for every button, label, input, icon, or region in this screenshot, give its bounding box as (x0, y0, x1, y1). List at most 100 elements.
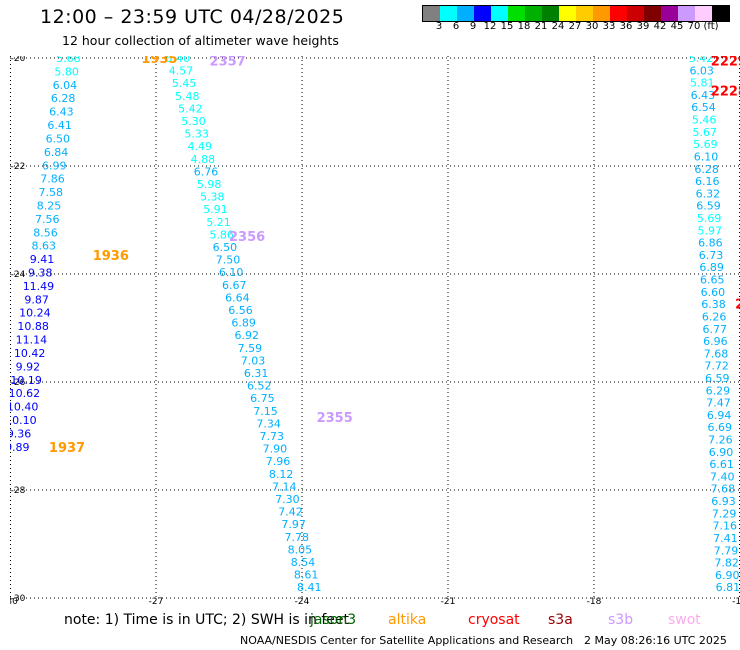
wave-height-value: 8.25 (37, 199, 62, 212)
wave-height-value: 5.91 (203, 203, 228, 216)
satellite-altika: altika (388, 612, 427, 628)
legend-swatch (508, 6, 525, 21)
wave-height-value: 6.28 (694, 163, 719, 176)
wave-height-value: 5.33 (184, 128, 209, 141)
pass-time-label: 22 (735, 298, 740, 313)
legend-swatch (491, 6, 508, 21)
wave-height-value: 6.60 (701, 286, 726, 299)
footnote: note: 1) Time is in UTC; 2) SWH is in fe… (64, 612, 350, 628)
wave-height-value: 5.45 (172, 77, 197, 90)
wave-height-value: 8.05 (288, 543, 313, 556)
wave-height-value: 6.86 (698, 237, 723, 250)
wave-height-value: 6.50 (46, 132, 71, 145)
wave-height-value: 6.38 (701, 298, 726, 311)
legend-label: 30 (585, 21, 599, 32)
wave-height-value: 10.88 (17, 320, 49, 333)
wave-height-value: 6.89 (231, 317, 256, 330)
pass-time-label: 2356 (229, 230, 265, 245)
pass-time-label: 2229 (711, 56, 740, 70)
legend-label: 39 (636, 21, 650, 32)
wave-height-value: 6.54 (691, 101, 716, 114)
wave-height-value: 6.69 (707, 421, 732, 434)
credit-line: NOAA/NESDIS Center for Satellite Applica… (240, 634, 574, 647)
wave-height-value: 7.96 (266, 455, 291, 468)
wave-height-value: 6.89 (699, 261, 724, 274)
altimeter-tracks: 5.685.806.046.286.436.416.506.846.997.86… (10, 56, 740, 594)
wave-height-value: 10.24 (19, 307, 51, 320)
wave-height-value: 5.30 (181, 115, 206, 128)
wave-height-map: -30-27-24-21-18-15-20-22-24-26-28-30 5.6… (10, 56, 740, 604)
wave-height-value: 5.48 (175, 90, 200, 103)
legend-label: 45 (670, 21, 684, 32)
wave-height-value: 5.81 (690, 77, 715, 90)
wave-height-value: 7.72 (704, 360, 729, 373)
wave-height-value: 4.88 (191, 153, 216, 166)
wave-height-value: 8.56 (33, 226, 58, 239)
wave-height-value: 6.28 (51, 92, 76, 105)
legend-label: (ft) (703, 21, 719, 32)
wave-height-value: 10.42 (14, 347, 46, 360)
wave-height-value: 7.56 (35, 213, 60, 226)
wave-height-value: 7.78 (285, 531, 310, 544)
legend-swatch (423, 6, 440, 21)
wave-height-value: 7.79 (714, 544, 739, 557)
wave-height-value: 5.69 (697, 212, 722, 225)
wave-height-value: 7.40 (710, 470, 735, 483)
wave-height-value: 6.16 (695, 175, 720, 188)
generated-timestamp: 2 May 08:26:16 UTC 2025 (584, 634, 727, 647)
y-tick-label: -24 (11, 270, 26, 280)
wave-height-value: 9.38 (28, 267, 53, 280)
wave-height-value: 7.73 (260, 430, 285, 443)
wave-height-value: 6.64 (225, 291, 250, 304)
wave-height-value: 6.43 (49, 106, 74, 119)
y-tick-label: -28 (11, 486, 26, 496)
wave-height-value: 5.97 (698, 224, 723, 237)
wave-height-value: 5.98 (197, 178, 222, 191)
satellite-s3b: s3b (608, 612, 634, 628)
legend-label: 9 (469, 21, 477, 32)
wave-height-value: 7.14 (272, 480, 297, 493)
wave-height-value: 8.12 (269, 468, 294, 481)
pass-time-label: 1937 (49, 441, 85, 456)
wave-height-value: 6.84 (44, 146, 69, 159)
wave-height-value: 6.50 (213, 241, 238, 254)
pass-time-label: 1936 (93, 249, 129, 264)
wave-height-value: 6.81 (716, 581, 740, 594)
wave-height-value: 7.58 (39, 186, 64, 199)
pass-time-label: 2355 (317, 411, 353, 426)
wave-height-value: 7.86 (40, 173, 65, 186)
wave-height-value: 7.30 (275, 493, 300, 506)
wave-height-value: 5.67 (693, 126, 718, 139)
satellite-s3a: s3a (548, 612, 573, 628)
wave-height-value: 5.42 (689, 56, 714, 65)
wave-height-value: 6.52 (247, 380, 272, 393)
legend-swatch (678, 6, 695, 21)
x-tick-label: -24 (295, 597, 310, 604)
wave-height-value: 6.67 (222, 279, 247, 292)
wave-height-value: 6.96 (703, 335, 728, 348)
wave-height-value: 8.61 (294, 569, 319, 582)
wave-height-value: 6.77 (703, 323, 728, 336)
x-tick-label: -21 (441, 597, 456, 604)
wave-height-value: 6.76 (194, 165, 219, 178)
legend-swatch (542, 6, 559, 21)
wave-height-value: 9.89 (10, 441, 30, 454)
wave-height-value: 6.61 (709, 458, 734, 471)
satellite-legend: jason3 altika cryosat s3a s3b swot (0, 612, 740, 630)
x-tick-label: -30 (10, 597, 18, 604)
wave-height-value: 7.68 (711, 483, 736, 496)
wave-height-value: 6.99 (42, 159, 67, 172)
legend-swatch (627, 6, 644, 21)
wave-height-value: 6.56 (228, 304, 253, 317)
legend-swatch (474, 6, 491, 21)
legend-label: 6 (452, 21, 460, 32)
x-tick-label: -15 (732, 597, 740, 604)
legend-label: 33 (602, 21, 616, 32)
wave-height-value: 10.62 (10, 387, 40, 400)
wave-height-value: 5.38 (200, 191, 225, 204)
legend-label: 42 (653, 21, 667, 32)
wave-height-value: 5.40 (166, 56, 191, 65)
wave-height-value: 6.59 (696, 200, 721, 213)
wave-height-value: 6.65 (700, 274, 725, 287)
x-tick-label: -18 (587, 597, 602, 604)
